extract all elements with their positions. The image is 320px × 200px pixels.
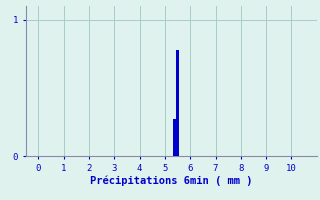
Bar [173,119,176,156]
Bar [176,50,179,156]
X-axis label: Précipitations 6min ( mm ): Précipitations 6min ( mm ) [90,175,252,186]
